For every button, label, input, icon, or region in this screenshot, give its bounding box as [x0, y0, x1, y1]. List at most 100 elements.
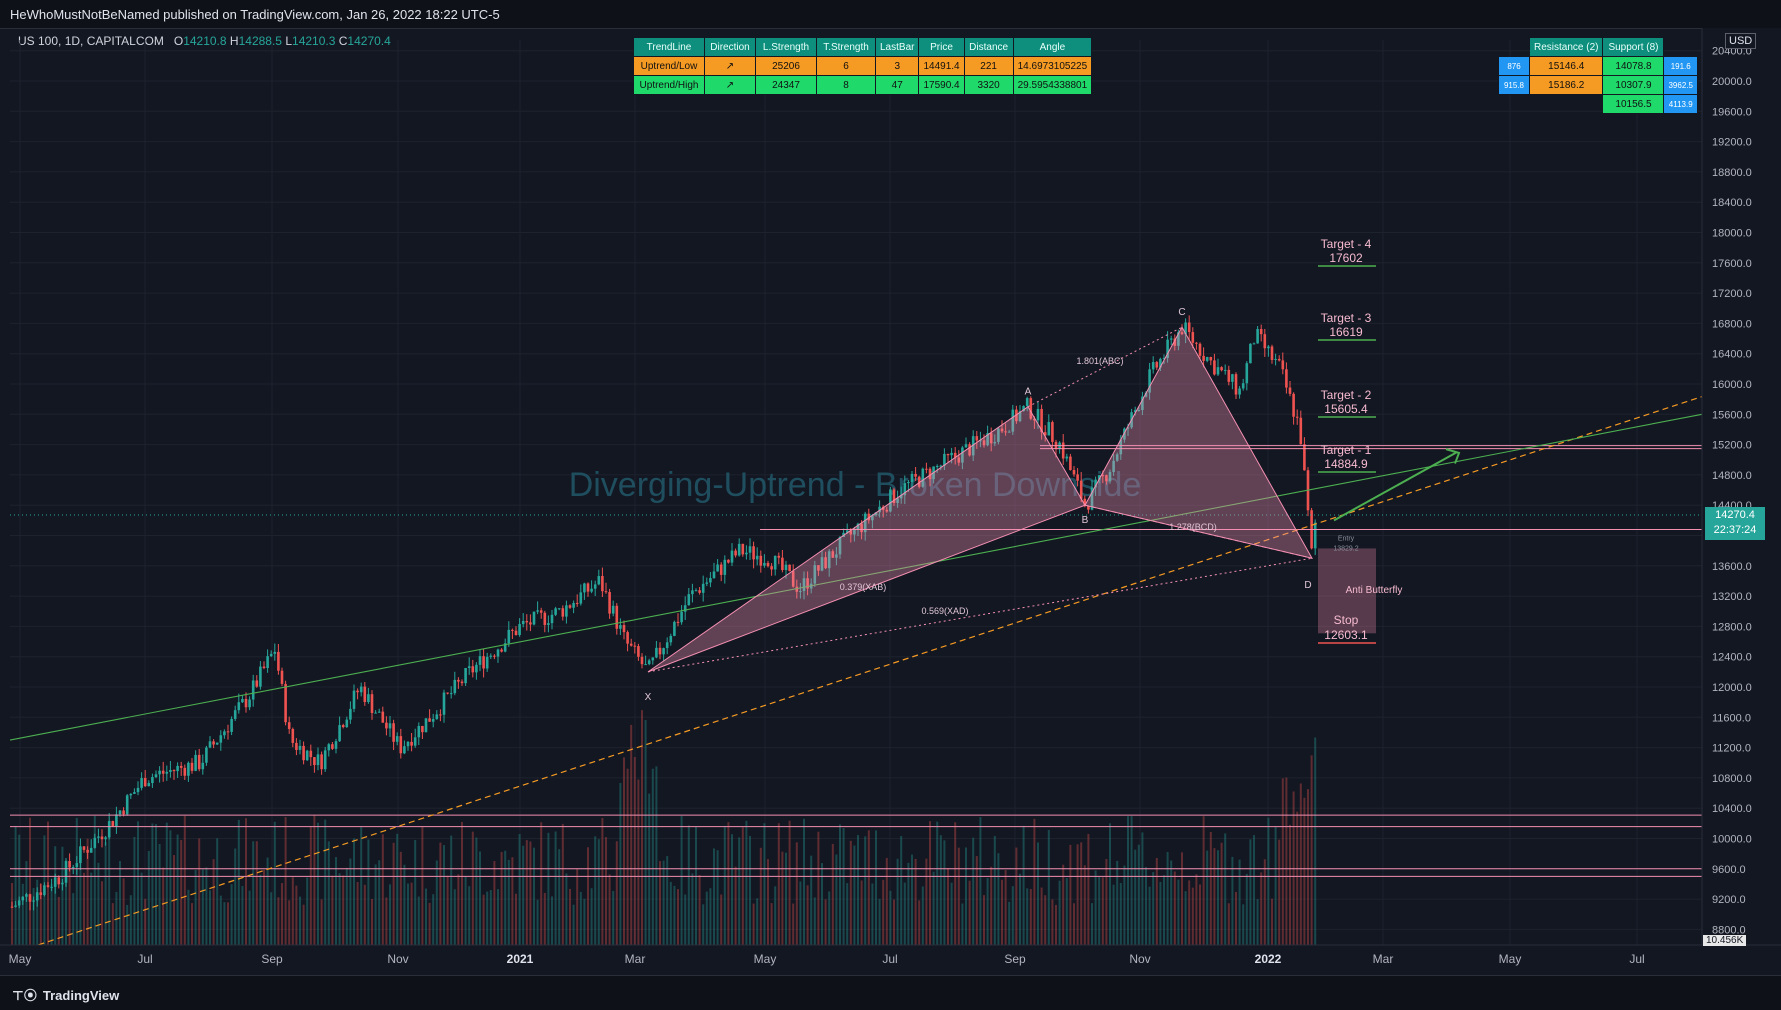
symbol-name[interactable]: US 100, 1D, CAPITALCOM — [18, 34, 164, 48]
volume-bar — [533, 847, 535, 945]
candle-body — [323, 750, 327, 770]
table-cell: 29.5954338801 — [1012, 75, 1093, 95]
volume-bar — [583, 898, 586, 945]
candle-body — [1025, 398, 1029, 407]
candle-body — [1281, 360, 1285, 370]
volume-bar — [569, 888, 571, 945]
volume-bar — [623, 757, 625, 945]
volume-bar — [756, 898, 759, 945]
candle-body — [568, 605, 572, 608]
volume-bar — [511, 857, 514, 945]
pattern-ratio-label: 0.379(XAB) — [840, 582, 887, 592]
volume-bar — [903, 882, 906, 945]
volume-bar — [158, 843, 161, 945]
volume-bar — [990, 866, 993, 945]
candle-body — [669, 635, 673, 643]
volume-bar — [515, 893, 517, 945]
volume-bar — [1134, 849, 1137, 945]
volume-bar — [936, 821, 939, 945]
volume-bar — [738, 837, 741, 945]
volume-bar — [957, 847, 960, 945]
price-chart[interactable]: Diverging-Uptrend - Broken Downside X A B C… — [0, 28, 1781, 975]
volume-bar — [1073, 903, 1075, 945]
candle-body — [176, 765, 179, 772]
tradingview-logo[interactable]: ⊤⦿ TradingView — [12, 985, 119, 1004]
volume-bar — [1058, 880, 1061, 945]
volume-bar — [122, 878, 125, 945]
table-cell: 10307.9 — [1602, 75, 1665, 95]
volume-bar — [29, 817, 31, 945]
pattern-point-label: D — [1304, 580, 1311, 591]
volume-bar — [1202, 816, 1205, 945]
candle-body — [899, 495, 903, 499]
volume-bar — [943, 840, 946, 945]
volume-bar — [417, 896, 420, 945]
volume-bar — [1310, 755, 1313, 945]
table-row: 10156.5 4113.9 — [1499, 94, 1698, 114]
volume-bar — [1155, 857, 1158, 945]
volume-bar — [371, 898, 373, 945]
candle-body — [39, 892, 43, 895]
volume-bar — [979, 817, 982, 945]
candle-body — [1011, 409, 1015, 432]
candle-body — [460, 681, 464, 684]
direction-arrow-icon: ↗ — [704, 75, 756, 95]
high-label: H — [229, 34, 239, 48]
candle-body — [208, 741, 212, 748]
candle-body — [305, 750, 309, 761]
volume-bar — [651, 768, 654, 945]
currency-label[interactable]: USD — [1725, 33, 1757, 49]
volume-bar — [597, 839, 600, 945]
volume-bar — [284, 817, 287, 945]
candle-body — [201, 762, 205, 770]
candle-body — [730, 550, 734, 563]
close-label: C — [338, 34, 348, 48]
volume-bar — [79, 847, 82, 945]
low-value: 14210.3 — [292, 34, 336, 48]
volume-bar — [662, 860, 665, 945]
volume-bar — [1245, 873, 1248, 945]
volume-bar — [1047, 829, 1050, 945]
volume-bar — [101, 881, 103, 945]
volume-bar — [889, 890, 892, 945]
candle-body — [565, 605, 568, 617]
candle-body — [791, 571, 795, 587]
time-axis-bg — [0, 945, 1702, 975]
volume-bar — [763, 823, 766, 945]
table-cell: 8 — [816, 75, 876, 95]
header-lstrength: L.Strength — [755, 37, 817, 57]
volume-bar — [644, 720, 647, 945]
target-label: Target - 2 — [1321, 388, 1372, 402]
volume-bar — [615, 841, 618, 945]
candle-body — [79, 846, 82, 864]
volume-bar — [752, 903, 755, 945]
candle-body — [698, 590, 701, 593]
candle-body — [1213, 360, 1216, 375]
price-tick-label: 11600.0 — [1712, 712, 1751, 724]
candle-body — [687, 594, 691, 606]
volume-bar — [108, 830, 111, 945]
candle-body — [230, 718, 233, 732]
price-tick-label: 10400.0 — [1712, 803, 1752, 815]
candle-body — [1313, 522, 1317, 549]
volume-bar — [1022, 825, 1025, 945]
candle-body — [561, 608, 565, 617]
candle-body — [1223, 369, 1227, 371]
candle-body — [439, 714, 442, 716]
volume-bar — [1087, 833, 1090, 945]
candle-body — [100, 836, 104, 840]
candle-body — [97, 836, 100, 838]
candle-body — [1072, 470, 1076, 475]
volume-bar — [1098, 877, 1101, 945]
candle-body — [169, 770, 172, 772]
candle-body — [644, 664, 647, 666]
volume-bar — [997, 853, 1000, 945]
pattern-ratio-label: 1.278(BCD) — [1169, 522, 1217, 532]
candle-body — [1083, 498, 1087, 507]
candle-body — [518, 624, 521, 635]
volume-bar — [767, 859, 769, 945]
volume-bar — [1285, 777, 1288, 945]
candle-body — [935, 465, 939, 467]
volume-bar — [335, 857, 337, 945]
volume-bar — [828, 891, 831, 945]
